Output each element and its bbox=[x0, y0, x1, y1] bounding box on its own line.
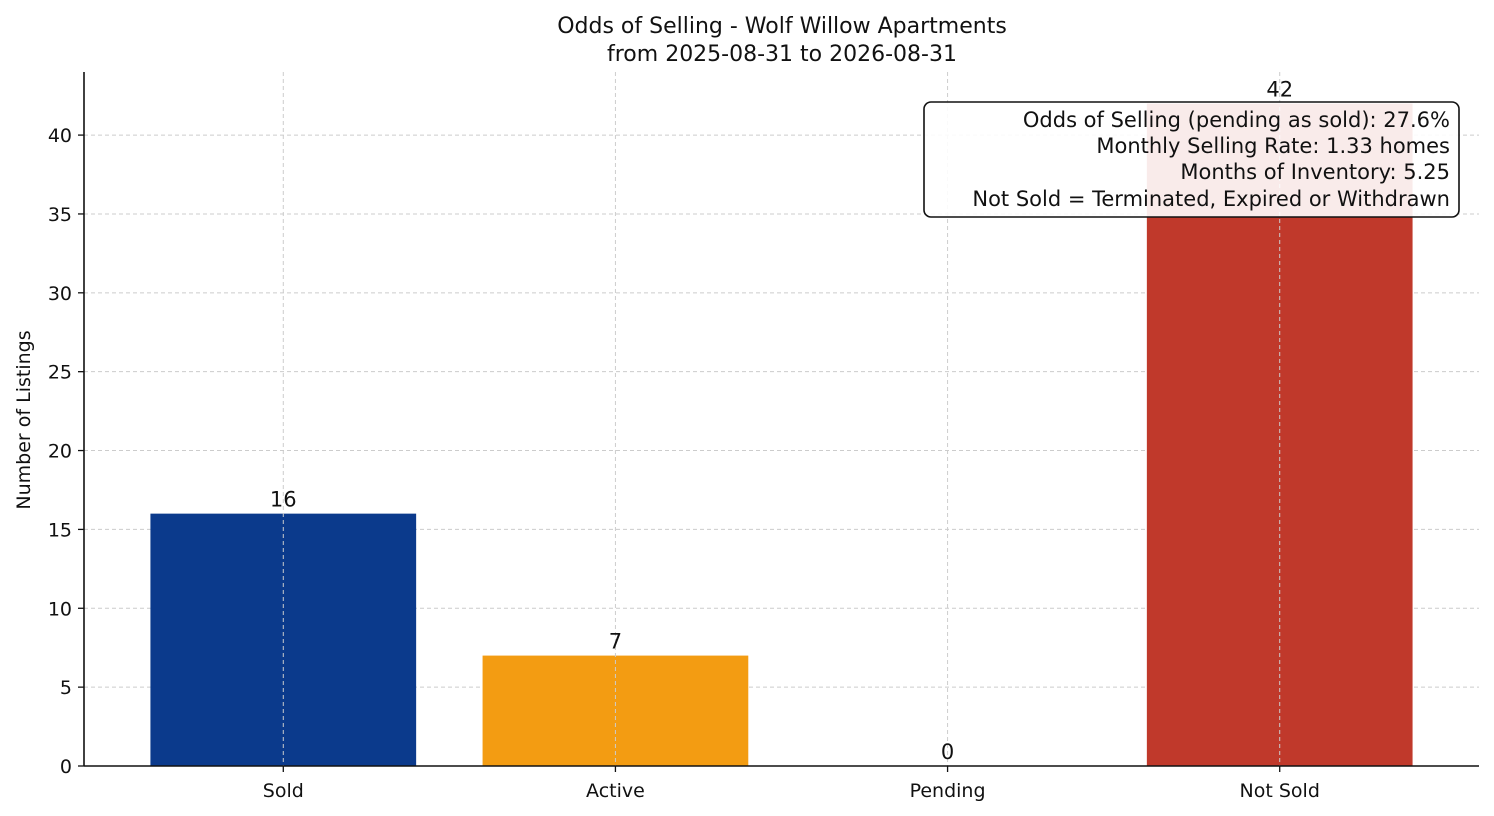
y-tick-label: 10 bbox=[48, 598, 72, 620]
axes-layer bbox=[78, 72, 1479, 772]
data-label-not-sold: 42 bbox=[1266, 78, 1293, 102]
chart-title: Odds of Selling - Wolf Willow Apartments bbox=[557, 14, 1007, 39]
x-tick-label: Pending bbox=[910, 780, 986, 802]
y-tick-label: 35 bbox=[48, 204, 72, 226]
annotation-box: Odds of Selling (pending as sold): 27.6%… bbox=[923, 101, 1460, 218]
x-tick-label: Active bbox=[586, 780, 645, 802]
y-tick-label: 5 bbox=[60, 677, 72, 699]
x-tick-label: Not Sold bbox=[1240, 780, 1320, 802]
data-label-active: 7 bbox=[609, 630, 622, 654]
data-label-pending: 0 bbox=[941, 740, 954, 764]
y-tick-label: 15 bbox=[48, 519, 72, 541]
data-label-sold: 16 bbox=[270, 488, 297, 512]
annotation-line-odds: Odds of Selling (pending as sold): 27.6% bbox=[1023, 108, 1450, 132]
y-tick-label: 25 bbox=[48, 362, 72, 384]
y-tick-label: 30 bbox=[48, 283, 72, 305]
y-tick-label: 20 bbox=[48, 441, 72, 463]
y-axis-label: Number of Listings bbox=[13, 330, 35, 509]
y-tick-label: 40 bbox=[48, 125, 72, 147]
annotation-frame bbox=[923, 101, 1460, 218]
annotation-line-inventory: Months of Inventory: 5.25 bbox=[1180, 160, 1450, 184]
labels-layer: 0 5 10 15 20 25 30 35 40 Sold Active Pending Not Sol… bbox=[48, 78, 1320, 802]
y-tick-label: 0 bbox=[60, 756, 72, 778]
annotation-line-definition: Not Sold = Terminated, Expired or Withdr… bbox=[972, 187, 1450, 211]
chart-subtitle: from 2025-08-31 to 2026-08-31 bbox=[607, 42, 957, 67]
x-tick-label: Sold bbox=[263, 780, 304, 802]
annotation-line-rate: Monthly Selling Rate: 1.33 homes bbox=[1096, 134, 1450, 158]
